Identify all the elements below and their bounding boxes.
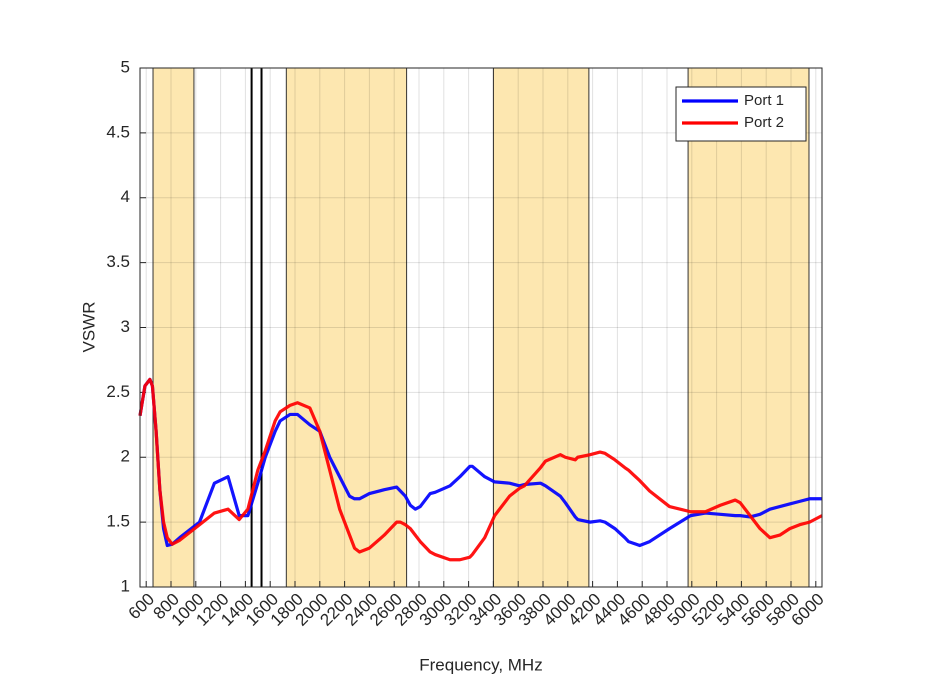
series-line — [138, 377, 822, 548]
band — [687, 67, 810, 588]
legend-label: Port 2 — [744, 114, 784, 131]
y-tick-label: 1.5 — [106, 512, 130, 531]
y-tick-label: 2.5 — [106, 382, 130, 401]
plot-border — [139, 67, 823, 588]
legend-box — [675, 86, 807, 142]
band — [492, 67, 590, 588]
legend: Port 1 Port 2 — [675, 86, 807, 142]
series-line — [138, 377, 823, 562]
x-axis-label: Frequency, MHz — [419, 655, 542, 674]
y-tick-label: 2 — [121, 447, 130, 466]
y-tick-label: 5 — [121, 57, 130, 76]
y-tick-label: 3 — [121, 317, 130, 336]
y-tick-label: 4 — [121, 187, 130, 206]
legend-label: Port 1 — [744, 92, 784, 109]
y-tick-label: 4.5 — [106, 122, 130, 141]
y-axis-label: VSWR — [79, 302, 98, 353]
y-tick-label: 3.5 — [106, 252, 130, 271]
y-tick-label: 1 — [121, 576, 130, 595]
